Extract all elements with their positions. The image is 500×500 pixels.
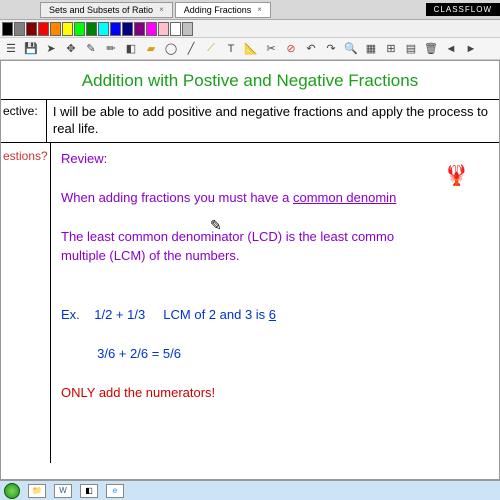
objective-text: I will be able to add positive and negat… <box>47 100 499 142</box>
highlighter-icon[interactable]: ✏ <box>104 42 118 56</box>
color-orange[interactable] <box>50 22 61 36</box>
tab-label: Adding Fractions <box>184 5 252 15</box>
color-black[interactable] <box>2 22 13 36</box>
explorer-icon[interactable]: 📁 <box>28 484 46 498</box>
pen-icon[interactable]: ✎ <box>84 42 98 56</box>
questions-column: estions? <box>1 143 51 463</box>
content-line3: multiple (LCM) of the numbers. <box>61 246 489 266</box>
color-palette <box>0 20 500 38</box>
tools-icon[interactable]: ✂ <box>264 42 278 56</box>
delete-icon[interactable]: 🗑 <box>424 42 438 56</box>
zoom-icon[interactable]: 🔍 <box>344 42 358 56</box>
text-icon[interactable]: T <box>224 42 238 56</box>
page-icon[interactable]: ▦ <box>364 42 378 56</box>
objective-row: ective: I will be able to add positive a… <box>1 99 499 143</box>
save-icon[interactable]: 💾 <box>24 42 38 56</box>
color-yellow[interactable] <box>62 22 73 36</box>
canvas-area: Addition with Postive and Negative Fract… <box>0 60 500 480</box>
prev-icon[interactable]: ◄ <box>444 42 458 56</box>
next-icon[interactable]: ► <box>464 42 478 56</box>
color-lime[interactable] <box>74 22 85 36</box>
color-silver[interactable] <box>182 22 193 36</box>
content-line2: The least common denominator (LCD) is th… <box>61 227 489 247</box>
fill-icon[interactable]: ▰ <box>144 42 158 56</box>
start-button[interactable] <box>4 483 20 499</box>
tool-toolbar: ☰ 💾 ➤ ✥ ✎ ✏ ◧ ▰ ◯ ╱ ⟋ T 📐 ✂ ⊘ ↶ ↷ 🔍 ▦ ⊞ … <box>0 38 500 60</box>
color-pink[interactable] <box>158 22 169 36</box>
page-title: Addition with Postive and Negative Fract… <box>1 61 499 99</box>
color-magenta[interactable] <box>146 22 157 36</box>
example-line1: Ex. 1/2 + 1/3 LCM of 2 and 3 is 6 <box>61 305 489 325</box>
redo-icon[interactable]: ↷ <box>324 42 338 56</box>
ex2-text: 3/6 + 2/6 = 5/6 <box>97 346 181 361</box>
text: When adding fractions you must have a <box>61 190 293 205</box>
color-maroon[interactable] <box>26 22 37 36</box>
classflow-badge: CLASSFLOW <box>426 3 500 16</box>
main-content: 🦞 ✎ Review: When adding fractions you mu… <box>51 143 499 463</box>
close-icon[interactable]: × <box>159 5 164 14</box>
example-line2: 3/6 + 2/6 = 5/6 <box>61 344 489 364</box>
eraser-icon[interactable]: ◧ <box>124 42 138 56</box>
content-line1: When adding fractions you must have a co… <box>61 188 489 208</box>
tab-adding[interactable]: Adding Fractions × <box>175 2 271 18</box>
line-icon[interactable]: ╱ <box>184 42 198 56</box>
shape-icon[interactable]: ◯ <box>164 42 178 56</box>
color-gray[interactable] <box>14 22 25 36</box>
undo-icon[interactable]: ↶ <box>304 42 318 56</box>
color-purple[interactable] <box>134 22 145 36</box>
word-icon[interactable]: W <box>54 484 72 498</box>
color-blue[interactable] <box>110 22 121 36</box>
ex-label: Ex. <box>61 307 80 322</box>
pointer-icon[interactable]: ➤ <box>44 42 58 56</box>
browser-icon[interactable]: ▤ <box>404 42 418 56</box>
questions-label: estions? <box>3 149 48 163</box>
text-underline: common denomin <box>293 190 396 205</box>
ex-result: 6 <box>269 307 276 322</box>
review-label: Review: <box>61 149 489 169</box>
menu-icon[interactable]: ☰ <box>4 42 18 56</box>
taskbar: 📁 W ◧ e <box>0 480 500 500</box>
only-rule: ONLY add the numerators! <box>61 383 489 403</box>
color-green[interactable] <box>86 22 97 36</box>
tab-bar: Sets and Subsets of Ratio × Adding Fract… <box>0 0 500 20</box>
character-icon: 🦞 <box>444 161 469 191</box>
select-icon[interactable]: ✥ <box>64 42 78 56</box>
color-cyan[interactable] <box>98 22 109 36</box>
grid-icon[interactable]: ⊞ <box>384 42 398 56</box>
tab-sets[interactable]: Sets and Subsets of Ratio × <box>40 2 173 18</box>
content-row: estions? 🦞 ✎ Review: When adding fractio… <box>1 143 499 463</box>
tab-label: Sets and Subsets of Ratio <box>49 5 153 15</box>
clear-icon[interactable]: ⊘ <box>284 42 298 56</box>
color-navy[interactable] <box>122 22 133 36</box>
close-icon[interactable]: × <box>257 5 262 14</box>
app-icon[interactable]: ◧ <box>80 484 98 498</box>
color-white[interactable] <box>170 22 181 36</box>
ex-lcm: LCM of 2 and 3 is <box>163 307 269 322</box>
color-red[interactable] <box>38 22 49 36</box>
pen-cursor-icon: ✎ <box>210 215 222 236</box>
ex-fraction: 1/2 + 1/3 <box>94 307 145 322</box>
connector-icon[interactable]: ⟋ <box>204 42 218 56</box>
objective-label: ective: <box>1 100 47 142</box>
ruler-icon[interactable]: 📐 <box>244 42 258 56</box>
ie-icon[interactable]: e <box>106 484 124 498</box>
